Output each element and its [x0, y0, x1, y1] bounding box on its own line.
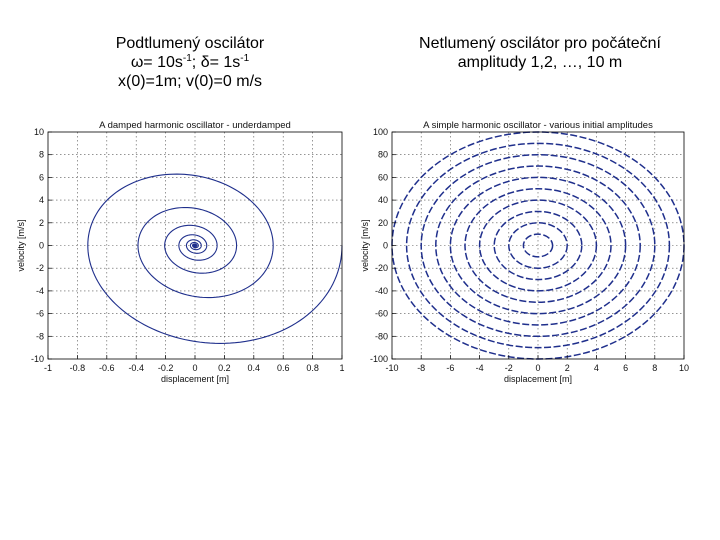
x-tick-label: -6	[446, 363, 454, 373]
trajectory-amplitude-1	[522, 233, 554, 258]
trajectory-amplitude-5	[464, 188, 612, 303]
x-tick-label: -2	[505, 363, 513, 373]
x-tick-label: -0.2	[158, 363, 174, 373]
y-tick-label: 6	[39, 172, 44, 182]
right-caption: Netlumený oscilátor pro počáteční amplit…	[385, 34, 695, 72]
x-tick-label: 0	[535, 363, 540, 373]
y-tick-label: -6	[36, 309, 44, 319]
right-caption-line2: amplitudy 1,2, …, 10 m	[457, 54, 623, 71]
y-tick-label: 10	[34, 127, 44, 137]
x-tick-label: 6	[623, 363, 628, 373]
x-tick-label: -0.6	[99, 363, 115, 373]
x-tick-label: 1	[339, 363, 344, 373]
y-tick-label: 20	[378, 218, 388, 228]
x-tick-label: 0.2	[218, 363, 231, 373]
x-tick-label: 4	[594, 363, 599, 373]
trajectory-amplitude-8	[420, 153, 656, 338]
y-axis-label: velocity [m/s]	[360, 219, 370, 271]
left-caption-omega: ω= 10s	[130, 54, 183, 71]
x-axis-label: displacement [m]	[161, 374, 229, 384]
left-caption-line3: x(0)=1m; v(0)=0 m/s	[117, 73, 263, 90]
y-tick-label: 60	[378, 172, 388, 182]
grid	[48, 132, 342, 359]
simple-oscillator-plot: -10 -8 -6 -4 -2 0 2 4 6 8 10-100-80-60-40-20020406…	[360, 120, 689, 384]
y-tick-label: -40	[375, 286, 388, 296]
trajectory-amplitude-2	[508, 222, 568, 269]
y-tick-label: -2	[36, 263, 44, 273]
x-tick-label: -0.4	[128, 363, 144, 373]
damped-oscillator-plot: -1 -0.8 -0.6 -0.4 -0.2 0 0.2 0.4 0.6 0.8 1 -10 -8 -6 -…	[16, 120, 345, 384]
y-tick-label: -60	[375, 309, 388, 319]
left-caption-sup2: -1	[240, 53, 250, 64]
y-tick-label: 0	[383, 241, 388, 251]
x-tick-label: 8	[652, 363, 657, 373]
x-tick-label: -0.8	[70, 363, 86, 373]
y-tick-label: 2	[39, 218, 44, 228]
left-caption: Podtlumený oscilátor ω= 10s-1; δ= 1s-1 x…	[60, 34, 320, 91]
series	[87, 173, 343, 344]
y-tick-label: 0	[39, 241, 44, 251]
y-tick-label: 40	[378, 195, 388, 205]
x-tick-label: 2	[565, 363, 570, 373]
x-tick-label: 0.8	[306, 363, 319, 373]
x-tick-label: -10	[385, 363, 398, 373]
trajectory-amplitude-9	[405, 142, 671, 349]
y-tick-label: -8	[36, 331, 44, 341]
y-tick-label: -10	[31, 354, 44, 364]
right-caption-line1: Netlumený oscilátor pro počáteční	[419, 35, 661, 52]
left-caption-delta: ; δ= 1s	[191, 54, 241, 71]
damped-trajectory	[87, 173, 343, 344]
ticks: -1 -0.8 -0.6 -0.4 -0.2 0 0.2 0.4 0.6 0.8 1 -10 -8 -6 -…	[31, 127, 345, 373]
y-tick-label: 4	[39, 195, 44, 205]
trajectory-amplitude-4	[478, 199, 598, 292]
y-axis-label: velocity [m/s]	[16, 219, 26, 271]
trajectory-amplitude-3	[493, 210, 583, 281]
y-tick-label: -4	[36, 286, 44, 296]
y-tick-label: 80	[378, 150, 388, 160]
chart-title: A simple harmonic oscillator - various i…	[423, 120, 653, 131]
x-axis-label: displacement [m]	[504, 374, 572, 384]
x-tick-label: -1	[44, 363, 52, 373]
y-tick-label: -80	[375, 331, 388, 341]
x-tick-label: 0	[192, 363, 197, 373]
y-tick-label: -20	[375, 263, 388, 273]
ticks: -10 -8 -6 -4 -2 0 2 4 6 8 10-100-80-60-40-20020406…	[370, 127, 689, 373]
y-tick-label: 8	[39, 150, 44, 160]
y-tick-label: 100	[373, 127, 388, 137]
trajectory-amplitude-7	[435, 165, 641, 326]
trajectory-amplitude-6	[449, 176, 627, 315]
x-tick-label: 10	[679, 363, 689, 373]
x-tick-label: -8	[417, 363, 425, 373]
chart-title: A damped harmonic oscillator - underdamp…	[99, 120, 291, 131]
x-tick-label: 0.6	[277, 363, 290, 373]
left-caption-line2: ω= 10s-1; δ= 1s-1	[60, 53, 320, 72]
x-tick-label: -4	[476, 363, 484, 373]
y-tick-label: -100	[370, 354, 388, 364]
x-tick-label: 0.4	[248, 363, 261, 373]
left-caption-sup1: -1	[182, 53, 192, 64]
left-caption-line1: Podtlumený oscilátor	[115, 35, 265, 52]
